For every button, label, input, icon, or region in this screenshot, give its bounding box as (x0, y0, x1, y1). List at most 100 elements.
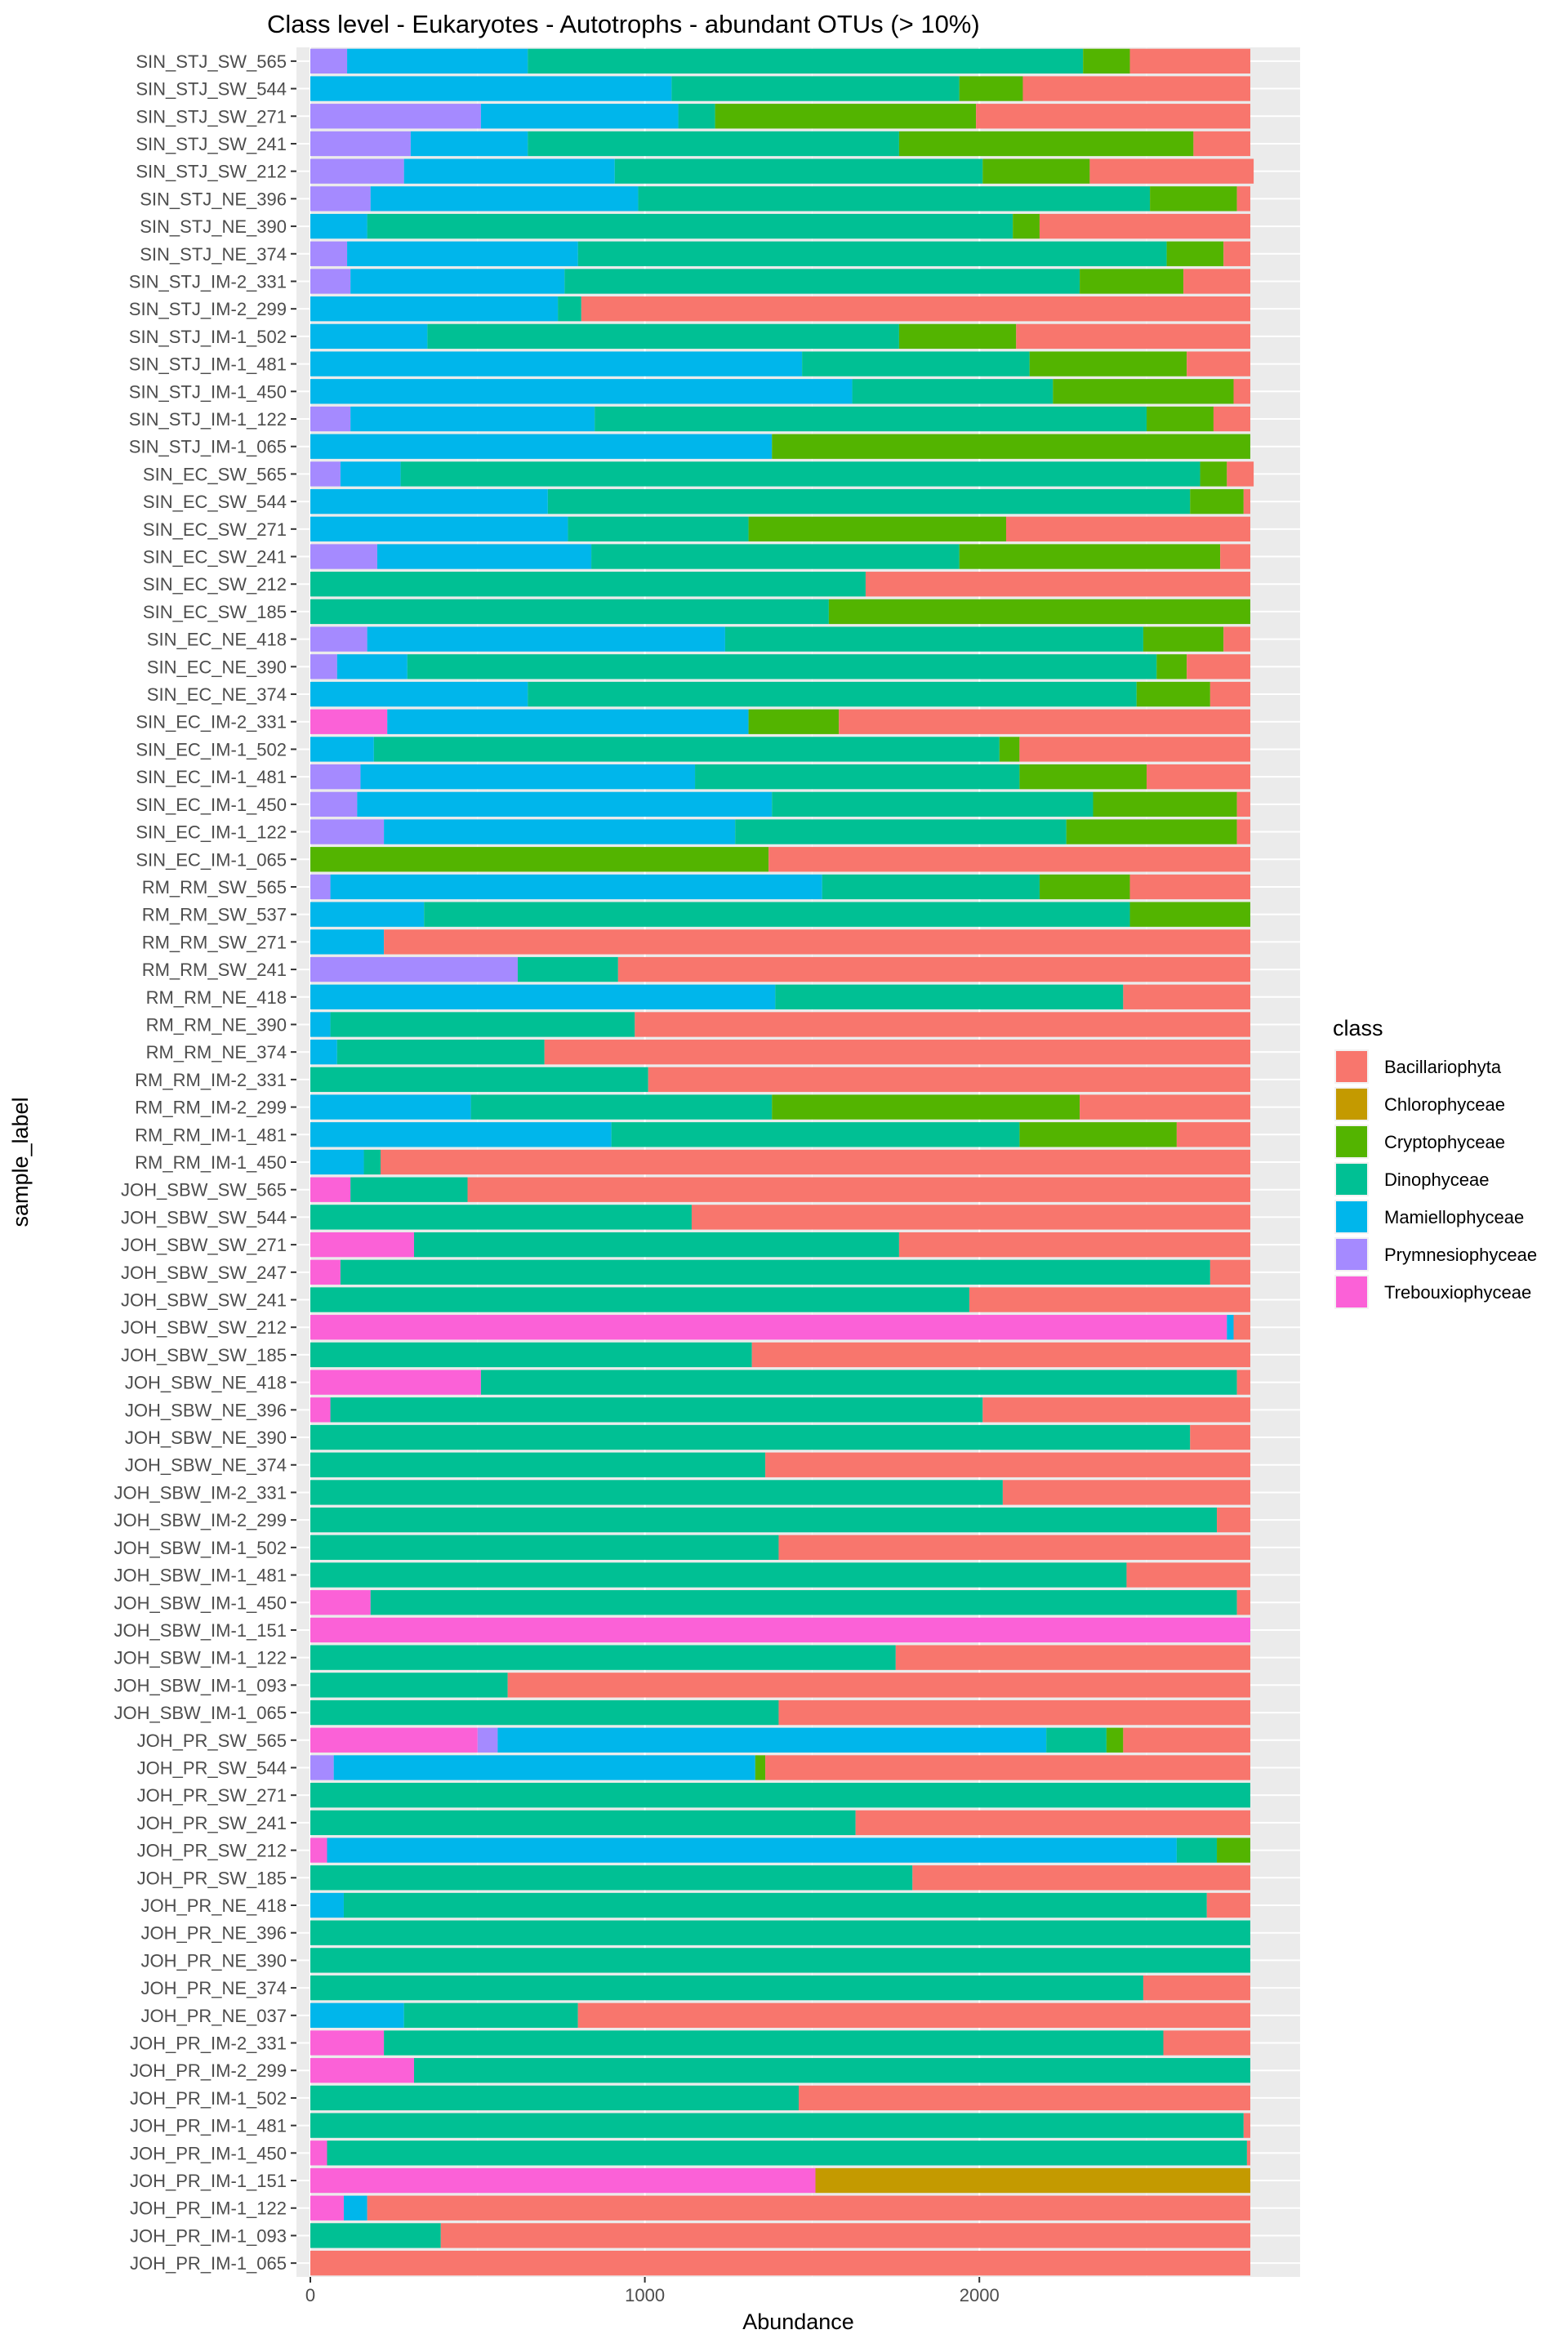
bar-segment-dinophyceae (336, 1040, 545, 1065)
bar-segment-cryptophyceae (1039, 874, 1130, 900)
bar-segment-dinophyceae (310, 1424, 1191, 1450)
bar-segment-prymnesiophyceae (477, 1727, 498, 1753)
bar-segment-dinophyceae (327, 2140, 1247, 2166)
bar-segment-bacillariophyta (1123, 984, 1250, 1009)
bar-segment-mamiellophyceae (310, 1012, 331, 1037)
bar-segment-cryptophyceae (1019, 764, 1147, 790)
bar-row (310, 1287, 1250, 1312)
bar-segment-bacillariophyta (1236, 819, 1250, 844)
bar-row (310, 1920, 1250, 1945)
bar-segment-mamiellophyceae (340, 461, 401, 487)
y-tick-label: JOH_PR_NE_396 (140, 1923, 287, 1944)
y-tick-label: JOH_PR_NE_037 (140, 2006, 287, 2026)
bar-segment-dinophyceae (310, 1975, 1143, 2001)
y-tick-label: SIN_EC_SW_241 (143, 547, 287, 568)
y-tick-label: JOH_PR_SW_185 (137, 1868, 287, 1888)
y-tick-label: SIN_EC_SW_565 (143, 464, 287, 484)
bar-segment-mamiellophyceae (310, 1892, 344, 1918)
bar-segment-bacillariophyta (1233, 1315, 1250, 1340)
bar-segment-dinophyceae (611, 1122, 1020, 1147)
y-tick-label: JOH_PR_IM-2_299 (130, 2060, 287, 2081)
bar-segment-trebouxiophyceae (310, 1838, 327, 1863)
bar-segment-bacillariophyta (310, 2250, 1250, 2276)
bar-segment-bacillariophyta (440, 2223, 1250, 2248)
y-tick-label: JOH_PR_IM-1_502 (130, 2088, 287, 2109)
bar-segment-mamiellophyceae (310, 323, 428, 350)
bar-row (310, 1397, 1250, 1423)
bar-segment-dinophyceae (310, 1067, 648, 1093)
bar-segment-dinophyceae (595, 406, 1147, 432)
y-tick-label: JOH_SBW_SW_544 (121, 1207, 287, 1227)
bar-segment-bacillariophyta (1236, 791, 1250, 817)
bar-segment-prymnesiophyceae (310, 654, 337, 679)
bar-segment-prymnesiophyceae (310, 626, 368, 652)
legend-label: Bacillariophyta (1384, 1057, 1502, 1077)
legend-swatch (1336, 1239, 1367, 1270)
bar-segment-trebouxiophyceae (310, 2167, 816, 2194)
bar-row (310, 1094, 1250, 1120)
legend-label: Mamiellophyceae (1384, 1207, 1524, 1227)
bar-segment-dinophyceae (310, 1480, 1003, 1505)
bar-segment-dinophyceae (310, 2113, 1244, 2138)
bar-row (310, 213, 1250, 239)
bar-segment-bacillariophyta (467, 1177, 1250, 1202)
bar-segment-bacillariophyta (1209, 681, 1250, 707)
bar-segment-dinophyceae (373, 737, 1000, 762)
bar-segment-dinophyceae (340, 1259, 1210, 1285)
bar-segment-bacillariophyta (1126, 1562, 1250, 1588)
y-axis-title: sample_label (8, 1097, 33, 1227)
bar-segment-prymnesiophyceae (310, 956, 518, 982)
bar-segment-mamiellophyceae (480, 104, 679, 129)
bar-row (310, 1040, 1250, 1065)
bar-segment-trebouxiophyceae (310, 2140, 327, 2166)
legend: class Bacillariophyta Chlorophyceae Crypto… (1333, 1016, 1537, 1309)
y-tick-label: JOH_PR_SW_565 (137, 1731, 287, 1751)
legend-label: Dinophyceae (1384, 1169, 1489, 1190)
y-tick-label: SIN_STJ_IM-1_122 (129, 409, 287, 430)
bar-segment-bacillariophyta (1223, 241, 1250, 266)
bar-row (310, 1645, 1250, 1670)
bar-row (310, 48, 1250, 74)
bar-row (310, 241, 1250, 266)
bar-segment-mamiellophyceae (357, 791, 773, 817)
bar-segment-cryptophyceae (1150, 186, 1237, 212)
y-tick-label: JOH_PR_SW_212 (137, 1841, 287, 1861)
bar-segment-mamiellophyceae (310, 213, 368, 239)
bar-segment-bacillariophyta (1213, 406, 1250, 432)
y-tick-label: JOH_SBW_IM-1_065 (114, 1703, 287, 1723)
y-tick-label: SIN_EC_NE_390 (147, 657, 287, 677)
bar-segment-mamiellophyceae (310, 1094, 471, 1120)
y-tick-label: RM_RM_IM-2_331 (135, 1070, 287, 1090)
bar-segment-bacillariophyta (1022, 76, 1250, 101)
y-tick-label: SIN_STJ_IM-1_502 (129, 327, 287, 347)
y-tick-label: RM_RM_NE_374 (146, 1042, 287, 1062)
bar-segment-prymnesiophyceae (310, 874, 331, 900)
bar-segment-cryptophyceae (959, 544, 1221, 569)
bar-segment-dinophyceae (310, 1865, 913, 1891)
y-tick-label: JOH_SBW_SW_185 (121, 1345, 287, 1365)
y-tick-label: RM_RM_SW_271 (142, 932, 287, 952)
y-tick-label: SIN_STJ_SW_212 (136, 162, 287, 182)
y-tick-label: SIN_EC_NE_418 (147, 630, 287, 650)
bar-segment-dinophyceae (614, 158, 983, 184)
bar-segment-bacillariophyta (1223, 626, 1250, 652)
bar-segment-bacillariophyta (1220, 544, 1250, 569)
bar-row (310, 516, 1250, 541)
bar-segment-bacillariophyta (1019, 737, 1250, 762)
bar-row (310, 1067, 1250, 1093)
bar-segment-bacillariophyta (969, 1287, 1250, 1312)
bar-row (310, 1342, 1250, 1368)
bar-segment-cryptophyceae (1166, 241, 1224, 266)
bar-segment-bacillariophyta (1190, 1424, 1250, 1450)
bar-row (310, 572, 1250, 597)
bar-segment-mamiellophyceae (310, 1040, 337, 1065)
y-tick-label: JOH_SBW_SW_241 (121, 1290, 287, 1311)
bar-segment-bacillariophyta (1183, 269, 1250, 294)
bar-segment-prymnesiophyceae (310, 791, 358, 817)
bar-row (310, 1507, 1250, 1533)
bar-segment-dinophyceae (367, 213, 1013, 239)
y-tick-label: JOH_SBW_SW_212 (121, 1317, 287, 1338)
bar-row (310, 296, 1250, 322)
bar-segment-bacillariophyta (1129, 48, 1250, 74)
bar-segment-cryptophyceae (1053, 379, 1234, 404)
